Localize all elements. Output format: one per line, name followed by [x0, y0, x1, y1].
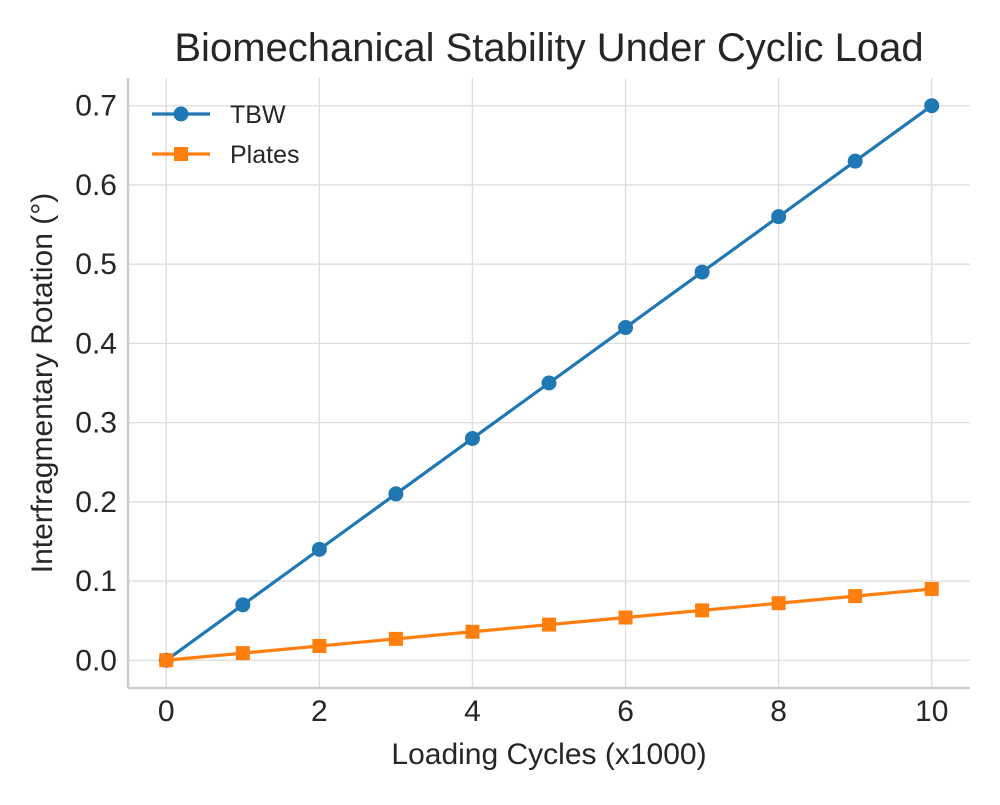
series-group	[158, 98, 940, 668]
grid	[128, 78, 970, 688]
tick-labels: 0 2 4 6 8 10 0.0 0.1 0.2 0.3 0.4 0.5 0.6 0.7	[75, 90, 948, 728]
data-point-tbw	[924, 98, 940, 114]
x-axis-label: Loading Cycles (x1000)	[391, 738, 706, 771]
data-point-plates	[618, 610, 633, 625]
x-tick-label: 6	[617, 695, 634, 728]
legend-marker-plates	[174, 147, 188, 161]
data-point-tbw	[388, 486, 404, 502]
data-point-tbw	[847, 153, 863, 169]
legend-marker-tbw	[173, 106, 189, 122]
y-tick-label: 0.3	[75, 407, 117, 440]
data-point-tbw	[311, 541, 327, 557]
data-point-plates	[771, 596, 786, 611]
y-tick-label: 0.5	[75, 248, 117, 281]
data-point-tbw	[541, 375, 557, 391]
legend: TBW Plates	[152, 101, 299, 169]
x-tick-label: 10	[915, 695, 948, 728]
x-tick-label: 8	[770, 695, 787, 728]
chart-title: Biomechanical Stability Under Cyclic Loa…	[174, 26, 923, 70]
data-point-plates	[159, 653, 174, 668]
legend-label-plates: Plates	[230, 141, 299, 169]
data-point-tbw	[235, 597, 251, 613]
data-point-plates	[465, 624, 480, 639]
y-tick-label: 0.2	[75, 486, 117, 519]
x-tick-label: 2	[311, 695, 328, 728]
y-axis-label: Interfragmentary Rotation (°)	[26, 193, 59, 573]
legend-label-tbw: TBW	[230, 101, 286, 129]
data-point-plates	[388, 631, 403, 646]
y-tick-label: 0.7	[75, 90, 117, 123]
y-tick-label: 0.4	[75, 327, 117, 360]
data-point-tbw	[771, 209, 787, 225]
y-tick-label: 0.6	[75, 169, 117, 202]
axes	[126, 78, 970, 690]
data-point-plates	[924, 581, 939, 596]
x-tick-label: 4	[464, 695, 481, 728]
y-tick-label: 0.0	[75, 644, 117, 677]
data-point-tbw	[618, 320, 634, 336]
data-point-plates	[312, 639, 327, 654]
data-point-plates	[695, 603, 710, 618]
x-tick-label: 0	[158, 695, 175, 728]
data-point-plates	[542, 617, 556, 632]
y-tick-label: 0.1	[75, 565, 117, 598]
data-point-tbw	[694, 264, 710, 280]
data-point-plates	[848, 589, 863, 604]
data-point-plates	[235, 646, 250, 661]
data-point-tbw	[464, 430, 480, 446]
